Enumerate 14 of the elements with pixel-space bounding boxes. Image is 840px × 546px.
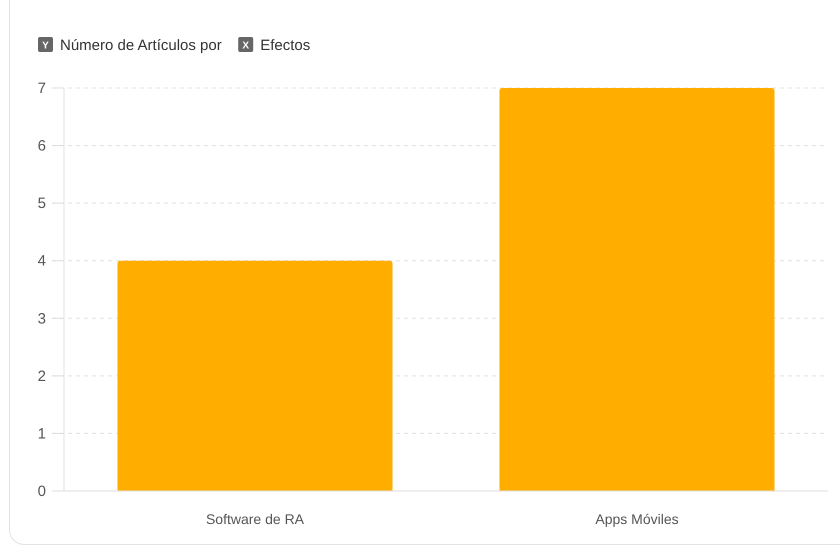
x-tick-label: Apps Móviles [595,511,679,527]
y-tick-label: 6 [38,138,46,155]
y-tick-label: 4 [38,252,46,270]
y-tick-label: 1 [38,425,46,442]
y-tick-label: 5 [38,195,46,212]
y-tick-label: 0 [38,483,46,500]
x-axis-badge: X [238,37,254,52]
y-axis-badge: Y [38,37,53,52]
y-axis-title: Número de Artículos por [60,37,222,54]
y-tick-label: 7 [38,80,46,97]
x-axis-title: Efectos [260,37,310,54]
y-tick-label: 2 [38,368,46,385]
y-tick-label: 3 [38,310,46,328]
x-tick-label: Software de RA [206,511,305,527]
